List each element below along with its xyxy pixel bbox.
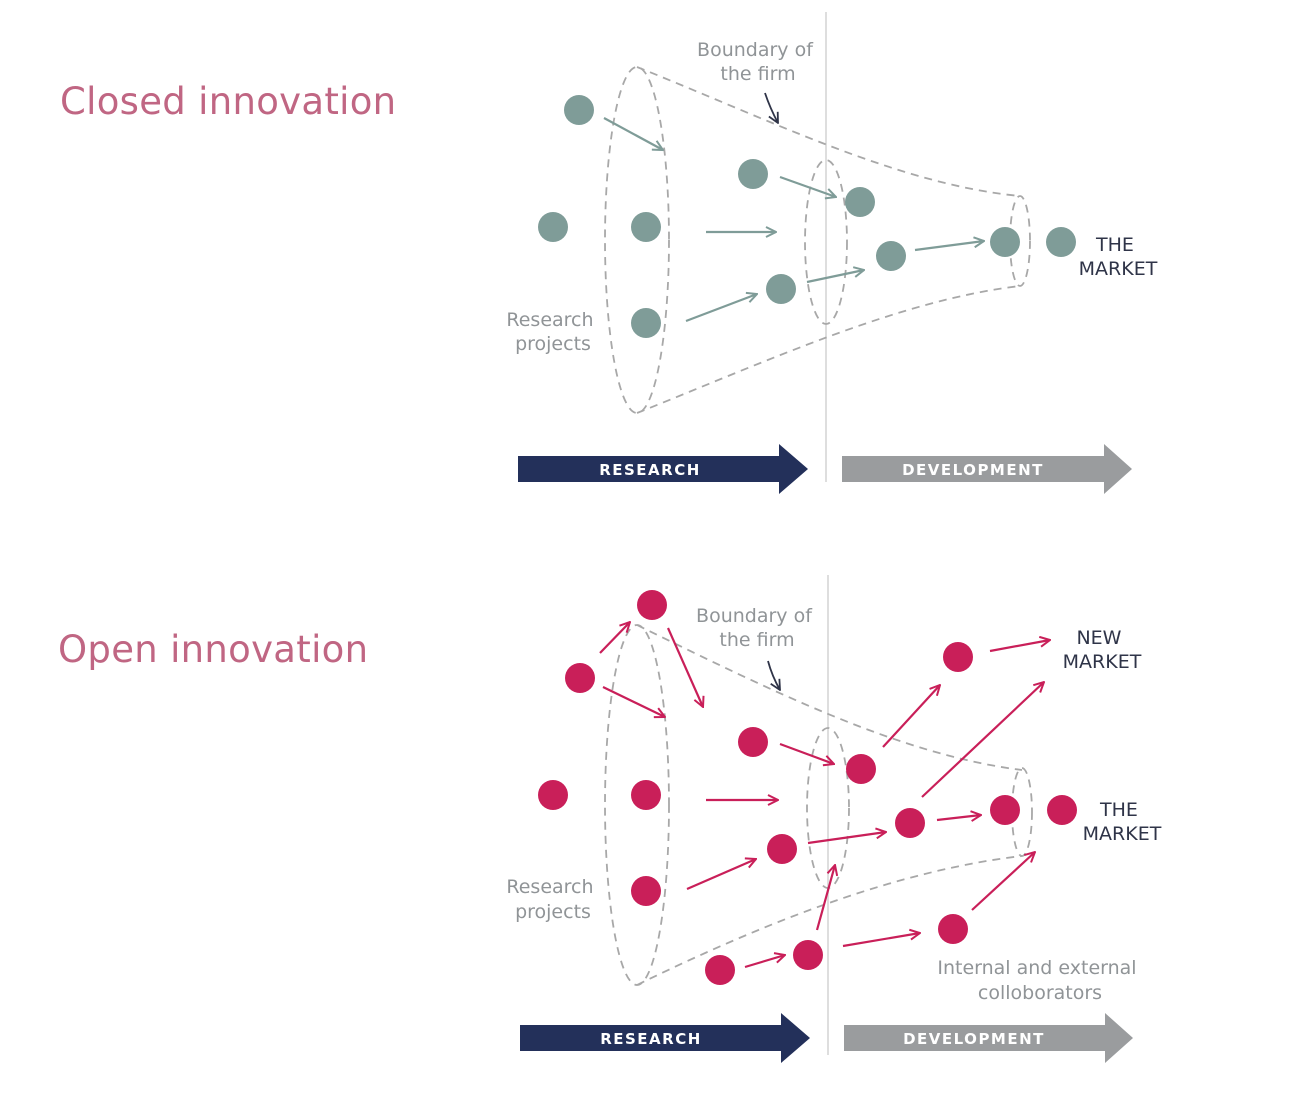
open-project-dot [631,876,661,906]
open-development-bar [844,1013,1133,1063]
closed-boundary-pointer-arrow [764,92,778,123]
open-project-dot [631,780,661,810]
open-arrow [807,832,886,845]
closed-arrow [603,117,663,150]
closed-project-dot [766,274,796,304]
closed-funnel-mouth [604,66,670,414]
closed-development-bar-label: DEVELOPMENT [902,461,1044,479]
closed-arrow [779,175,836,197]
open-arrow [602,686,665,717]
open-arrow [686,859,756,891]
open-arrow [666,627,703,707]
open-project-dot [990,795,1020,825]
open-arrows [599,622,1050,969]
closed-project-dot [564,95,594,125]
open-project-dot [705,955,735,985]
open-project-dot [846,754,876,784]
open-arrow [779,742,834,764]
closed-research-bar-label: RESEARCH [599,461,701,479]
open-arrow [989,640,1050,653]
open-arrow [936,815,981,820]
closed-funnel-outline [604,66,1031,414]
open-research-bar-label: RESEARCH [600,1030,702,1048]
open-research-projects-label: Research projects [506,876,599,923]
open-project-dot [637,590,667,620]
open-project-dot [738,727,768,757]
open-project-dot [565,663,595,693]
closed-diagram: Boundary of the firm Research projects T… [506,12,1158,494]
open-new-market-label: NEW MARKET [1063,627,1142,673]
closed-funnel-top-edge [636,66,1021,197]
open-arrow [815,865,835,931]
closed-project-dot [845,187,875,217]
closed-project-dot [538,212,568,242]
open-funnel-top-edge [636,624,1023,771]
open-funnel-outline [604,624,1033,986]
open-project-dot [538,780,568,810]
open-project-dot [1047,795,1077,825]
closed-project-dot [1046,227,1076,257]
open-project-dot [793,940,823,970]
closed-research-projects-label: Research projects [506,309,599,355]
closed-project-dot [631,212,661,242]
closed-arrow [806,270,864,284]
open-innovation-title: Open innovation [58,628,369,671]
closed-development-bar [842,444,1132,494]
open-research-bar [520,1013,810,1063]
open-arrow [599,622,630,654]
open-dots [538,590,1077,985]
open-arrow [971,852,1035,911]
closed-project-dot [738,159,768,189]
open-arrow [882,685,940,748]
open-project-dot [938,914,968,944]
open-funnel-bottom-edge [636,855,1023,986]
open-collaborators-label: Internal and external colloborators [937,957,1142,1004]
open-arrow [842,933,920,948]
closed-arrows [603,117,984,323]
open-development-bar-label: DEVELOPMENT [903,1030,1045,1048]
open-arrow [744,955,785,969]
open-project-dot [767,834,797,864]
closed-project-dot [631,308,661,338]
open-boundary-label: Boundary of the firm [696,605,818,651]
closed-arrow [914,241,984,252]
closed-research-bar [518,444,808,494]
closed-funnel-bottom-edge [636,285,1021,414]
closed-market-label: THE MARKET [1079,234,1158,280]
closed-project-dot [876,241,906,271]
open-project-dot [943,642,973,672]
open-boundary-pointer-arrow [767,660,780,690]
closed-boundary-ring [804,159,848,325]
closed-exit-ring [1009,195,1031,287]
closed-project-dot [990,227,1020,257]
closed-dots [538,95,1076,338]
open-project-dot [895,808,925,838]
closed-arrow [685,294,757,323]
open-market-label: THE MARKET [1083,799,1162,845]
closed-boundary-label: Boundary of the firm [697,39,819,85]
closed-innovation-title: Closed innovation [60,80,397,123]
open-diagram: Boundary of the firm Research projects N… [506,575,1162,1063]
open-arrow [921,682,1044,798]
open-exit-ring [1011,767,1033,857]
